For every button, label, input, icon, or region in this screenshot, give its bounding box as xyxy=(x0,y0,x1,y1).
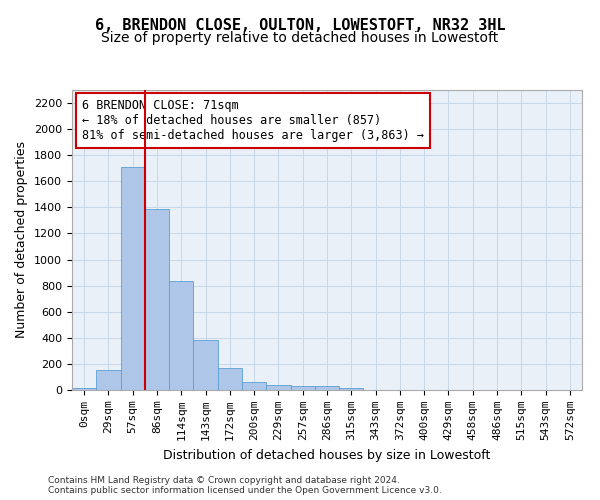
Bar xyxy=(218,368,242,390)
Bar xyxy=(315,386,339,390)
Text: 6, BRENDON CLOSE, OULTON, LOWESTOFT, NR32 3HL: 6, BRENDON CLOSE, OULTON, LOWESTOFT, NR3… xyxy=(95,18,505,32)
Bar xyxy=(96,370,121,390)
Bar xyxy=(242,382,266,390)
Text: Contains public sector information licensed under the Open Government Licence v3: Contains public sector information licen… xyxy=(48,486,442,495)
Bar xyxy=(145,208,169,390)
Bar xyxy=(169,281,193,390)
Text: 6 BRENDON CLOSE: 71sqm
← 18% of detached houses are smaller (857)
81% of semi-de: 6 BRENDON CLOSE: 71sqm ← 18% of detached… xyxy=(82,99,424,142)
Bar xyxy=(193,340,218,390)
X-axis label: Distribution of detached houses by size in Lowestoft: Distribution of detached houses by size … xyxy=(163,448,491,462)
Bar xyxy=(121,167,145,390)
Bar xyxy=(339,388,364,390)
Bar xyxy=(72,388,96,390)
Text: Contains HM Land Registry data © Crown copyright and database right 2024.: Contains HM Land Registry data © Crown c… xyxy=(48,476,400,485)
Bar xyxy=(290,386,315,390)
Y-axis label: Number of detached properties: Number of detached properties xyxy=(16,142,28,338)
Bar xyxy=(266,385,290,390)
Text: Size of property relative to detached houses in Lowestoft: Size of property relative to detached ho… xyxy=(101,31,499,45)
